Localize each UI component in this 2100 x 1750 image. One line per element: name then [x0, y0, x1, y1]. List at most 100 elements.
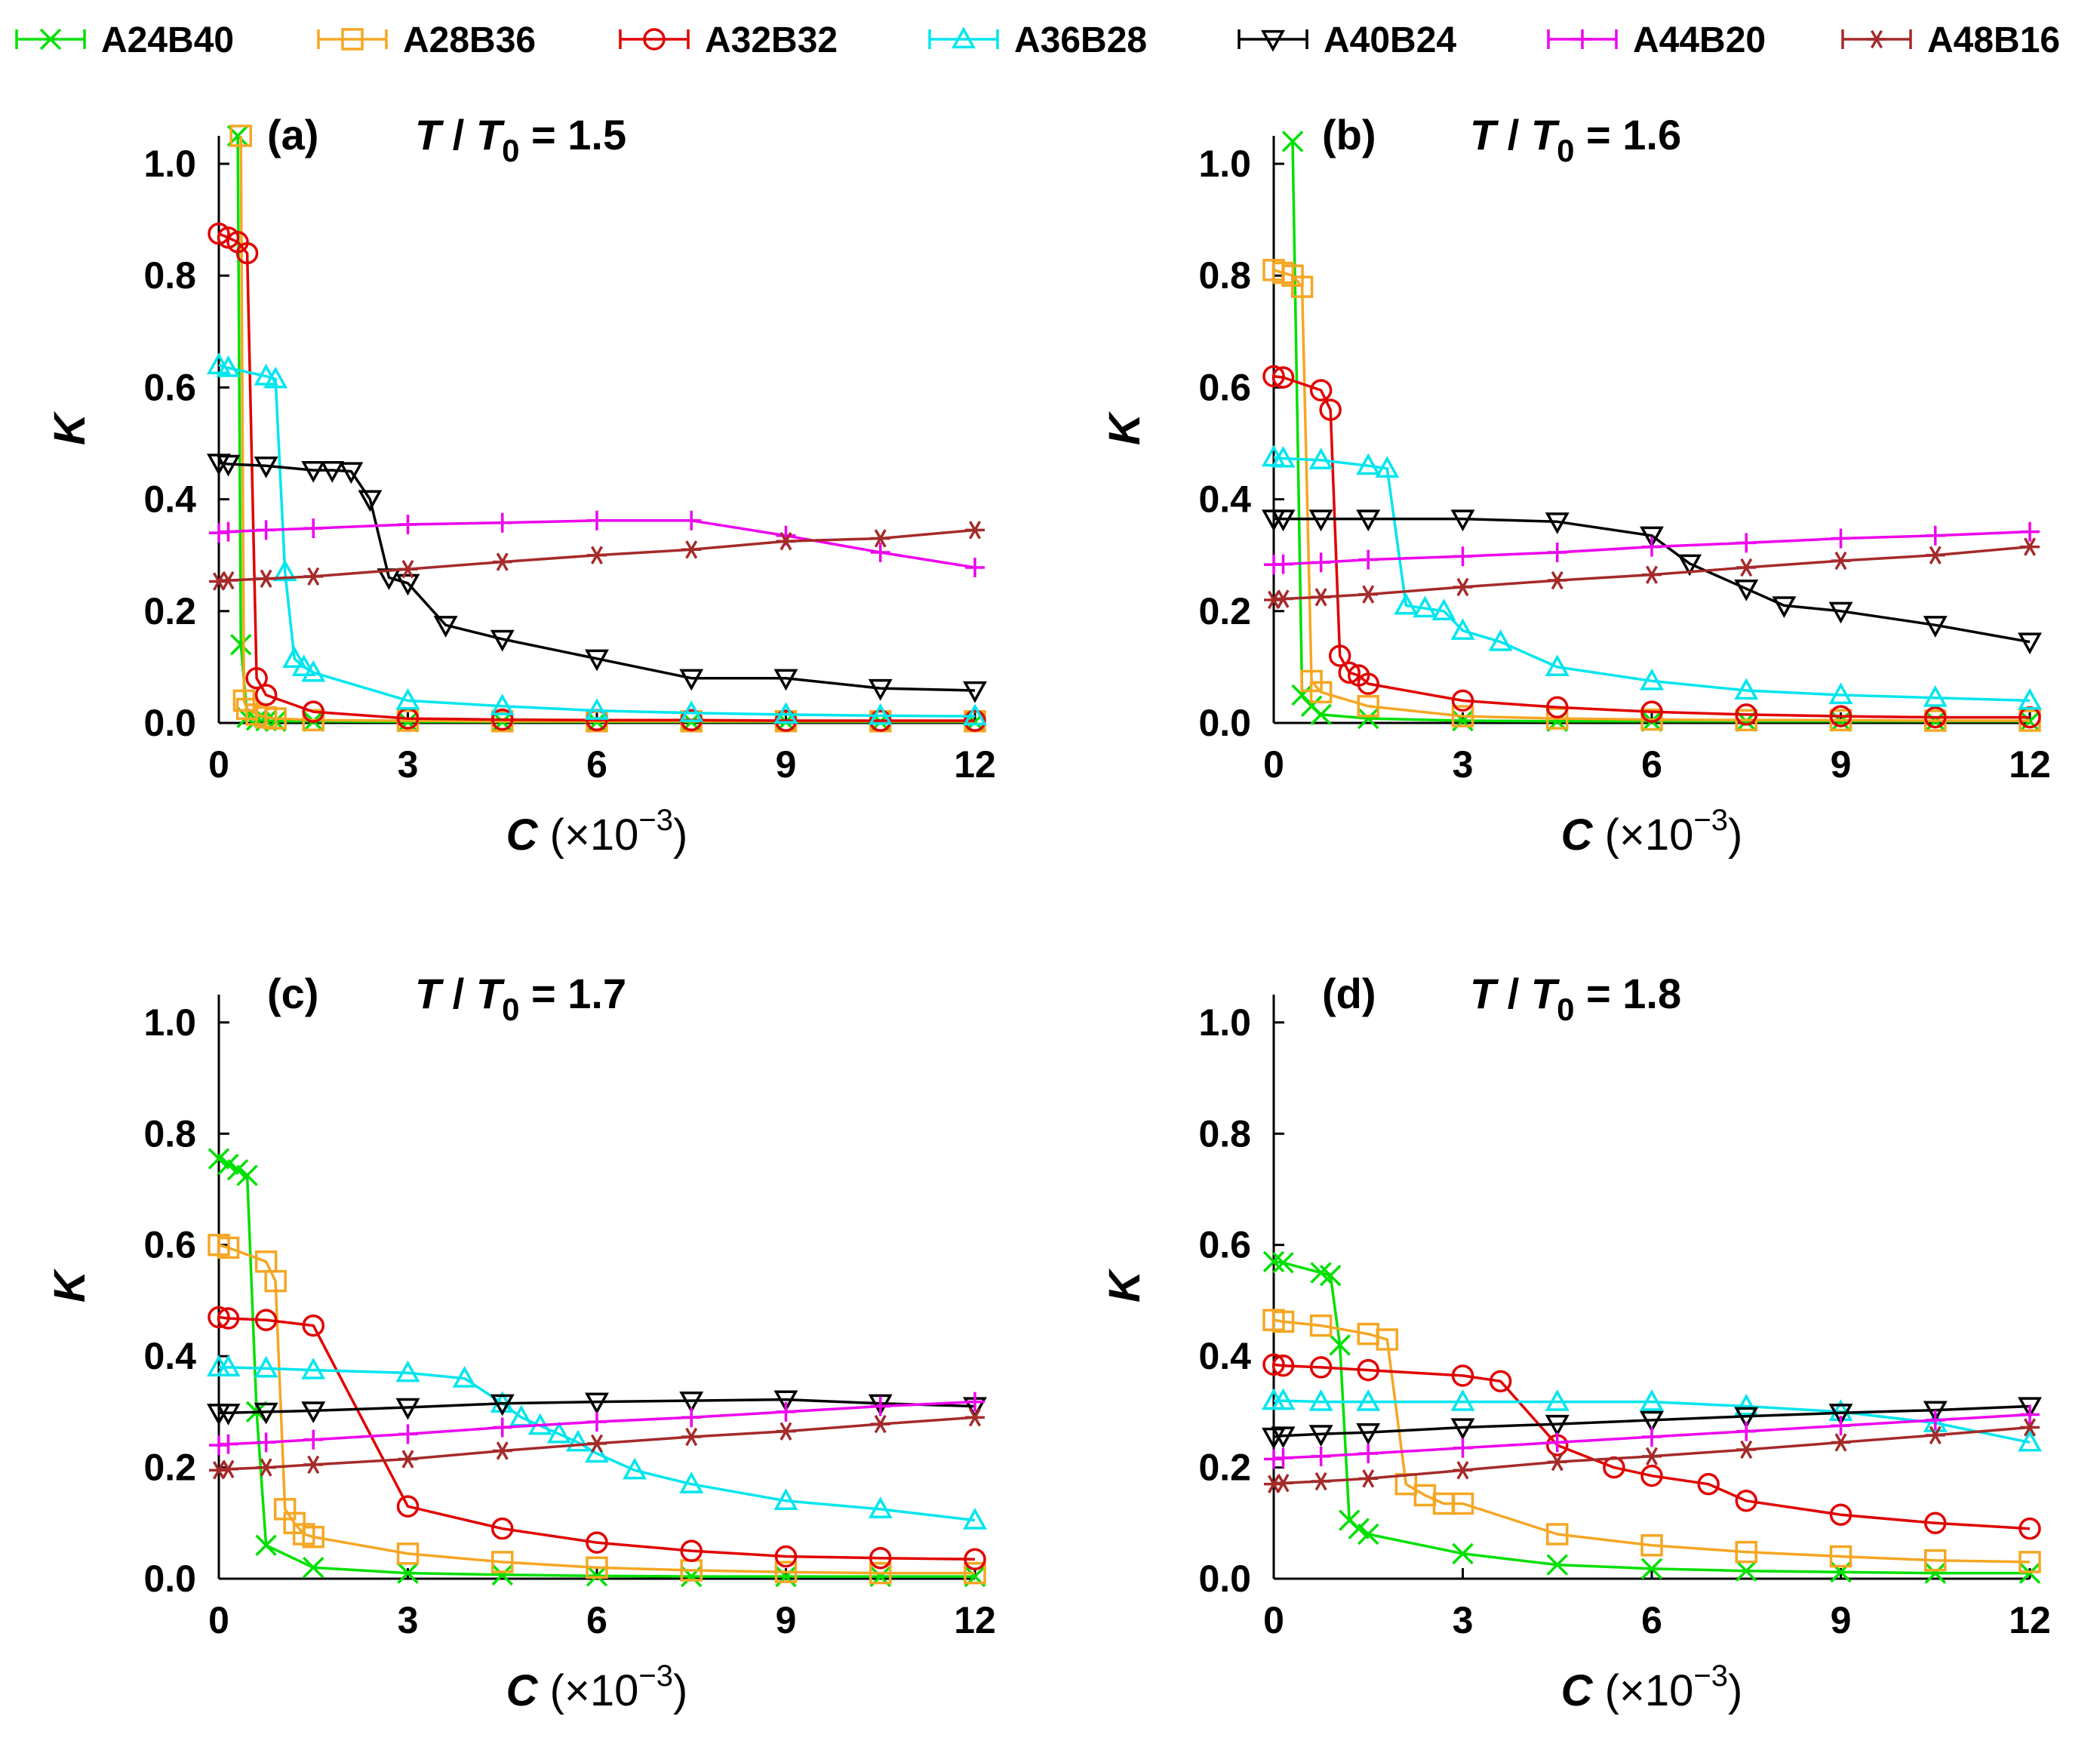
data-point	[1546, 1554, 1568, 1576]
data-point	[1271, 366, 1295, 389]
data-point	[2020, 1404, 2040, 1425]
data-point	[217, 1153, 239, 1176]
panel-c: 0 3 6 9 12 0.0 0.2 0.4 0.6 0.8 1.0 K C (×10−3) (c) T /…	[45, 970, 996, 1715]
data-point	[2020, 537, 2040, 556]
data-point	[291, 654, 316, 677]
x-tick-label: 0	[208, 1599, 229, 1641]
data-point	[963, 681, 987, 703]
series-a48b16	[1264, 1418, 2040, 1493]
data-point	[226, 1158, 249, 1181]
x-tick-label: 3	[1453, 1599, 1474, 1641]
y-tick-label: 0.0	[143, 1558, 196, 1600]
legend-item-a32b32: A32B32	[619, 20, 838, 60]
data-point	[1735, 703, 1757, 726]
data-point	[1290, 275, 1314, 298]
data-point	[301, 1357, 326, 1379]
data-point	[1358, 1444, 1379, 1464]
data-point	[208, 1148, 230, 1170]
data-point	[2020, 521, 2040, 542]
title-sub: 0	[502, 133, 519, 168]
x-tick-label: 0	[1263, 743, 1284, 786]
data-point	[1453, 1461, 1473, 1480]
data-point	[1735, 1540, 1757, 1564]
data-point	[254, 1402, 278, 1425]
y-tick-label: 0.4	[1198, 478, 1251, 521]
x-axis-label-exp: −3	[638, 804, 673, 837]
data-point	[869, 1546, 892, 1570]
data-point	[301, 1401, 326, 1423]
data-point	[1311, 1446, 1331, 1466]
series-a36b28	[1262, 1388, 2042, 1452]
data-point	[1640, 1410, 1664, 1433]
x-axis-label-unit: (×10	[550, 1666, 639, 1715]
data-point	[208, 1306, 230, 1329]
data-point	[491, 1564, 513, 1586]
data-point	[1828, 682, 1853, 705]
x-tick-label: 9	[1831, 743, 1852, 786]
data-point	[303, 518, 324, 539]
data-point	[492, 1417, 512, 1438]
data-point	[396, 1542, 420, 1565]
title-sub: 0	[502, 992, 519, 1027]
title-eq: = 1.7	[519, 970, 626, 1017]
data-point	[256, 1458, 276, 1477]
title-sep: /	[453, 111, 476, 158]
data-point	[1348, 1518, 1370, 1539]
data-point	[1642, 1447, 1662, 1466]
data-point	[1356, 1389, 1381, 1411]
x-axis-label-close: )	[1728, 1666, 1742, 1715]
x-tick-label: 6	[586, 1599, 607, 1641]
y-tick-label: 0.0	[1198, 702, 1251, 744]
x-axis-label-close: )	[1728, 810, 1742, 860]
data-point	[681, 1427, 702, 1447]
data-point	[1357, 695, 1379, 718]
data-point	[232, 689, 256, 712]
data-point	[2018, 687, 2042, 710]
x-axis-label-close: )	[673, 1666, 687, 1715]
data-point	[1923, 1401, 1948, 1423]
data-point	[1831, 528, 1851, 549]
data-point	[1488, 629, 1513, 651]
data-point	[1734, 678, 1759, 700]
data-point	[1271, 445, 1296, 468]
data-point	[965, 1392, 985, 1412]
series-a24b40	[1281, 131, 2041, 733]
data-point	[774, 1561, 798, 1583]
y-tick-label: 0.0	[1198, 1558, 1251, 1600]
title-sub-var: T	[1531, 970, 1560, 1017]
y-tick-label: 1.0	[143, 143, 196, 185]
panel-title: T / T0 = 1.8	[1470, 970, 1681, 1027]
data-point	[395, 574, 420, 596]
plot-area	[1262, 131, 2042, 733]
data-point	[1357, 1523, 1379, 1545]
data-point	[1924, 1512, 1947, 1535]
data-point	[216, 355, 241, 377]
x-tick-label: 12	[954, 1599, 996, 1641]
data-point	[1736, 1440, 1757, 1459]
series-line	[219, 1398, 976, 1415]
data-point	[492, 552, 512, 571]
data-point	[1640, 1558, 1663, 1579]
panel-title: T / T0 = 1.7	[415, 970, 626, 1027]
data-point	[1640, 1464, 1663, 1487]
legend-marker	[1573, 29, 1592, 49]
data-point	[965, 521, 985, 540]
data-point	[1924, 1562, 1946, 1584]
data-point	[2018, 1429, 2042, 1452]
data-point	[680, 1539, 703, 1562]
legend-item-a48b16: A48B16	[1841, 20, 2060, 60]
data-point	[216, 1404, 241, 1426]
data-point	[1736, 558, 1757, 577]
data-point	[1736, 533, 1757, 553]
data-point	[320, 460, 345, 483]
data-point	[1451, 705, 1474, 727]
data-point	[1358, 549, 1379, 570]
data-point	[395, 687, 420, 710]
series-a48b16	[209, 1408, 985, 1480]
data-point	[1547, 571, 1567, 590]
data-point	[1450, 618, 1475, 640]
data-point	[679, 1391, 704, 1413]
series-a24b40	[1262, 1250, 2041, 1584]
data-point	[1356, 453, 1381, 475]
data-point	[1453, 577, 1473, 597]
